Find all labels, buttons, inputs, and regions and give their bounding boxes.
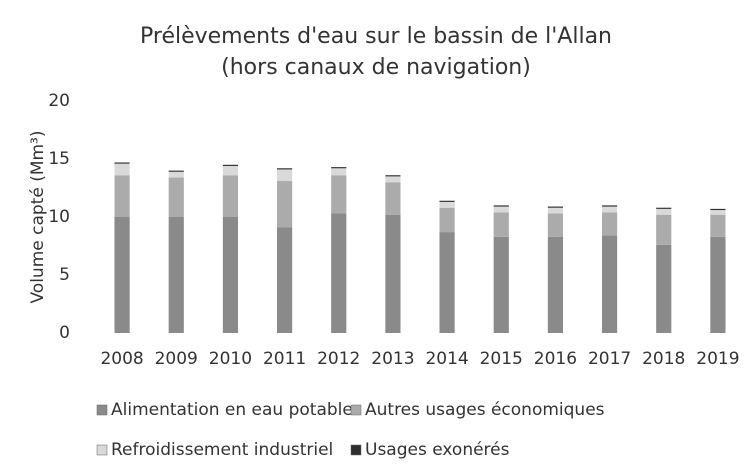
bar-segment: [656, 208, 672, 215]
bar-segment: [439, 201, 455, 208]
y-tick-label: 15: [48, 149, 70, 169]
bar-segment: [277, 168, 293, 170]
bar-segment: [547, 236, 563, 333]
bar-segment: [602, 235, 618, 333]
x-tick-label: 2009: [155, 349, 198, 369]
bar-segment: [331, 175, 347, 214]
bar-segment: [385, 176, 401, 183]
bar-segment: [547, 207, 563, 214]
bar-segment: [168, 170, 184, 172]
legend-label: Autres usages économiques: [365, 400, 605, 420]
x-tick-label: 2018: [642, 349, 685, 369]
bar-segment: [114, 175, 130, 217]
legend-label: Alimentation en eau potable: [111, 400, 353, 420]
bar-segment: [222, 175, 238, 217]
bar-segment: [277, 227, 293, 333]
x-tick-label: 2011: [263, 349, 306, 369]
bar-segment: [710, 214, 726, 237]
bar-segment: [602, 212, 618, 236]
bar-segment: [222, 217, 238, 333]
bar-segment: [114, 162, 130, 164]
bar-segment: [493, 206, 509, 213]
legend-swatch: [96, 404, 108, 416]
bar-segment: [168, 177, 184, 217]
bar-segment: [602, 205, 618, 207]
bar-segment: [114, 163, 130, 176]
bar-segment: [277, 169, 293, 182]
y-tick-label: 20: [48, 91, 70, 111]
bar-segment: [493, 212, 509, 237]
bar-segment: [547, 213, 563, 237]
bar-segment: [439, 200, 455, 202]
y-tick-label: 0: [59, 323, 70, 343]
y-axis-label: Volume capté (Mm³): [28, 130, 48, 303]
bar-segment: [656, 214, 672, 245]
bar-segment: [114, 217, 130, 333]
bar-segment: [710, 208, 726, 211]
chart-title: Prélèvements d'eau sur le bassin de l'Al…: [140, 24, 612, 49]
bar-segment: [656, 244, 672, 333]
chart-subtitle: (hors canaux de navigation): [221, 55, 531, 80]
x-tick-label: 2012: [317, 349, 360, 369]
x-tick-label: 2010: [209, 349, 252, 369]
legend-swatch: [350, 404, 362, 416]
bar-segment: [385, 214, 401, 333]
x-tick-label: 2019: [696, 349, 739, 369]
bar-segment: [331, 167, 347, 169]
x-tick-label: 2014: [425, 349, 468, 369]
bar-segment: [277, 181, 293, 228]
bar-segment: [602, 206, 618, 213]
bar-segment: [168, 217, 184, 333]
y-tick-label: 10: [48, 207, 70, 227]
bar-segment: [656, 207, 672, 209]
x-tick-label: 2008: [100, 349, 143, 369]
legend-swatch: [350, 444, 362, 456]
bar-segment: [168, 171, 184, 178]
x-tick-label: 2013: [371, 349, 414, 369]
y-tick-label: 5: [59, 265, 70, 285]
legend-label: Refroidissement industriel: [111, 440, 333, 460]
bar-segment: [331, 213, 347, 333]
legend-label: Usages exonérés: [365, 440, 510, 460]
bar-segment: [385, 182, 401, 215]
bar-segment: [222, 165, 238, 176]
x-tick-label: 2017: [588, 349, 631, 369]
legend-swatch: [96, 444, 108, 456]
bar-segment: [493, 236, 509, 333]
bar-segment: [493, 205, 509, 207]
x-tick-label: 2015: [480, 349, 523, 369]
bar-segment: [222, 164, 238, 166]
bar-segment: [385, 175, 401, 177]
bar-segment: [710, 210, 726, 215]
bar-segment: [710, 236, 726, 333]
bar-segment: [439, 207, 455, 233]
bar-segment: [439, 232, 455, 333]
bar-segment: [547, 206, 563, 208]
x-tick-label: 2016: [534, 349, 577, 369]
bar-segment: [331, 168, 347, 176]
